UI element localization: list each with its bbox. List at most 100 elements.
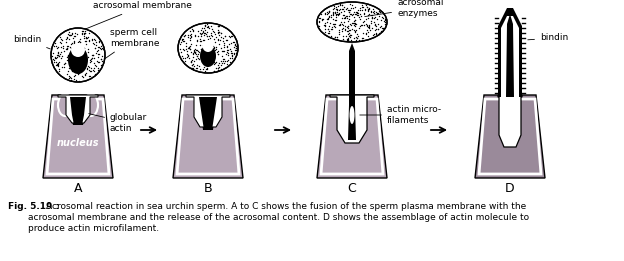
Point: [185, 44, 195, 48]
Point: [344, 28, 354, 32]
Point: [371, 24, 381, 28]
Point: [66, 60, 76, 64]
Point: [201, 63, 211, 67]
Point: [364, 7, 374, 11]
Point: [84, 65, 94, 69]
Point: [213, 28, 223, 32]
Point: [74, 79, 84, 83]
Point: [187, 66, 197, 70]
Point: [186, 49, 196, 54]
Point: [221, 38, 231, 43]
Text: bindin: bindin: [13, 35, 51, 49]
Point: [349, 23, 359, 27]
Point: [66, 33, 76, 37]
Point: [342, 38, 352, 43]
Point: [71, 55, 81, 60]
Point: [358, 20, 368, 25]
Point: [324, 14, 334, 18]
Point: [223, 51, 233, 55]
Point: [362, 24, 372, 28]
Point: [205, 35, 215, 40]
Point: [372, 12, 382, 16]
Point: [52, 62, 62, 67]
Point: [209, 62, 219, 66]
Point: [184, 45, 194, 50]
Point: [178, 48, 188, 52]
Point: [187, 66, 197, 70]
Point: [74, 68, 84, 72]
Point: [324, 9, 334, 13]
Text: Acrosomal reaction in sea urchin sperm. A to C shows the fusion of the sperm pla: Acrosomal reaction in sea urchin sperm. …: [46, 202, 526, 211]
Point: [361, 31, 371, 35]
Point: [84, 31, 94, 35]
Point: [341, 14, 351, 19]
Point: [51, 63, 61, 68]
Point: [186, 59, 196, 63]
Point: [349, 21, 359, 25]
Point: [222, 62, 232, 66]
Point: [69, 34, 79, 38]
Point: [351, 22, 361, 26]
Point: [183, 54, 193, 58]
Point: [68, 59, 78, 63]
Point: [358, 31, 368, 35]
Point: [222, 50, 232, 54]
Point: [231, 46, 241, 50]
Point: [345, 32, 355, 37]
Point: [348, 21, 358, 25]
Point: [86, 59, 96, 63]
Point: [323, 31, 333, 35]
Point: [349, 30, 359, 34]
Point: [95, 46, 105, 50]
Point: [343, 38, 353, 42]
Point: [180, 33, 190, 37]
Point: [359, 19, 369, 23]
Point: [335, 23, 345, 27]
Point: [353, 34, 363, 38]
Point: [99, 56, 109, 60]
Point: [82, 67, 92, 71]
Ellipse shape: [71, 43, 85, 57]
Point: [209, 30, 219, 34]
Point: [221, 52, 231, 57]
Point: [94, 60, 104, 64]
Point: [198, 38, 208, 42]
Point: [333, 13, 343, 17]
Point: [211, 47, 221, 51]
Point: [61, 61, 71, 66]
Point: [62, 58, 72, 62]
Point: [357, 5, 367, 9]
Point: [222, 38, 232, 42]
Point: [323, 27, 333, 31]
Point: [76, 64, 85, 68]
Point: [361, 23, 371, 27]
Point: [347, 27, 357, 31]
Point: [61, 37, 71, 41]
Point: [80, 55, 90, 59]
Point: [344, 33, 354, 37]
Point: [92, 63, 102, 68]
Point: [354, 38, 364, 42]
Point: [199, 49, 209, 53]
Point: [180, 59, 190, 63]
Point: [326, 27, 336, 31]
Point: [218, 39, 228, 43]
Point: [80, 29, 90, 33]
Point: [64, 66, 74, 70]
Point: [213, 68, 223, 73]
Point: [349, 36, 359, 40]
Point: [341, 37, 351, 41]
Point: [323, 27, 333, 31]
Point: [361, 17, 371, 21]
Point: [79, 46, 89, 50]
Point: [343, 24, 353, 28]
Point: [55, 35, 65, 39]
Point: [189, 49, 199, 54]
Point: [202, 67, 212, 72]
Point: [361, 22, 371, 26]
Point: [218, 56, 228, 61]
Point: [49, 60, 59, 64]
Point: [200, 39, 210, 44]
Point: [339, 16, 349, 20]
Point: [213, 37, 223, 41]
